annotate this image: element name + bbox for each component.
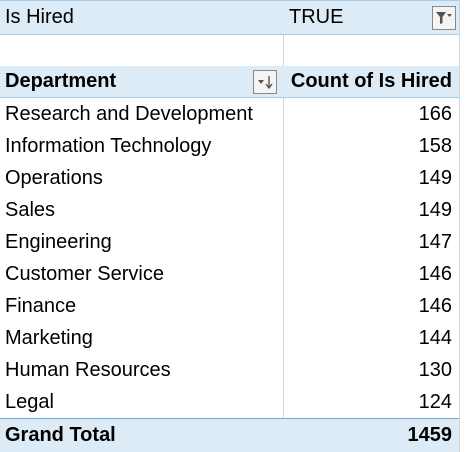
table-row: Customer Service 146 <box>0 258 466 290</box>
count-cell: 147 <box>418 230 452 253</box>
blank-cell <box>284 35 460 66</box>
department-cell: Research and Development <box>0 98 284 130</box>
count-cell: 149 <box>418 166 452 189</box>
count-cell: 149 <box>418 198 452 221</box>
next-column-edge <box>459 0 466 452</box>
count-cell: 158 <box>418 134 452 157</box>
department-cell: Engineering <box>0 226 284 258</box>
count-cell: 130 <box>418 358 452 381</box>
sort-descending-icon <box>258 75 273 89</box>
table-row: Operations 149 <box>0 162 466 194</box>
filter-dropdown-button[interactable] <box>432 5 456 30</box>
table-row: Research and Development 166 <box>0 98 466 130</box>
table-row: Engineering 147 <box>0 226 466 258</box>
table-row: Sales 149 <box>0 194 466 226</box>
table-row: Legal 124 <box>0 386 466 418</box>
grand-total-label: Grand Total <box>0 419 284 452</box>
count-cell: 146 <box>418 294 452 317</box>
blank-row <box>0 35 466 66</box>
department-cell: Legal <box>0 386 284 418</box>
department-cell: Finance <box>0 290 284 322</box>
count-cell: 144 <box>418 326 452 349</box>
department-cell: Marketing <box>0 322 284 354</box>
count-cell: 124 <box>418 390 452 413</box>
blank-cell <box>0 35 284 66</box>
table-row: Marketing 144 <box>0 322 466 354</box>
count-cell: 146 <box>418 262 452 285</box>
department-cell: Customer Service <box>0 258 284 290</box>
table-row: Human Resources 130 <box>0 354 466 386</box>
filter-value-cell[interactable]: TRUE <box>284 1 460 34</box>
value-header: Count of Is Hired <box>290 70 452 92</box>
grand-total-row: Grand Total 1459 <box>0 418 466 452</box>
row-label-header[interactable]: Department <box>0 66 284 97</box>
table-row: Information Technology 158 <box>0 130 466 162</box>
filter-funnel-icon <box>436 11 452 24</box>
department-cell: Human Resources <box>0 354 284 386</box>
sort-dropdown-button[interactable] <box>253 69 277 94</box>
department-cell: Information Technology <box>0 130 284 162</box>
count-cell: 166 <box>418 102 452 125</box>
department-header-label: Department <box>5 70 117 92</box>
table-row: Finance 146 <box>0 290 466 322</box>
filter-field-label: Is Hired <box>0 1 284 34</box>
pivot-filter-row: Is Hired TRUE <box>0 0 466 35</box>
grand-total-value: 1459 <box>407 424 453 446</box>
department-cell: Operations <box>0 162 284 194</box>
filter-value: TRUE <box>289 6 344 28</box>
department-cell: Sales <box>0 194 284 226</box>
pivot-header-row: Department Count of Is Hired <box>0 66 466 98</box>
